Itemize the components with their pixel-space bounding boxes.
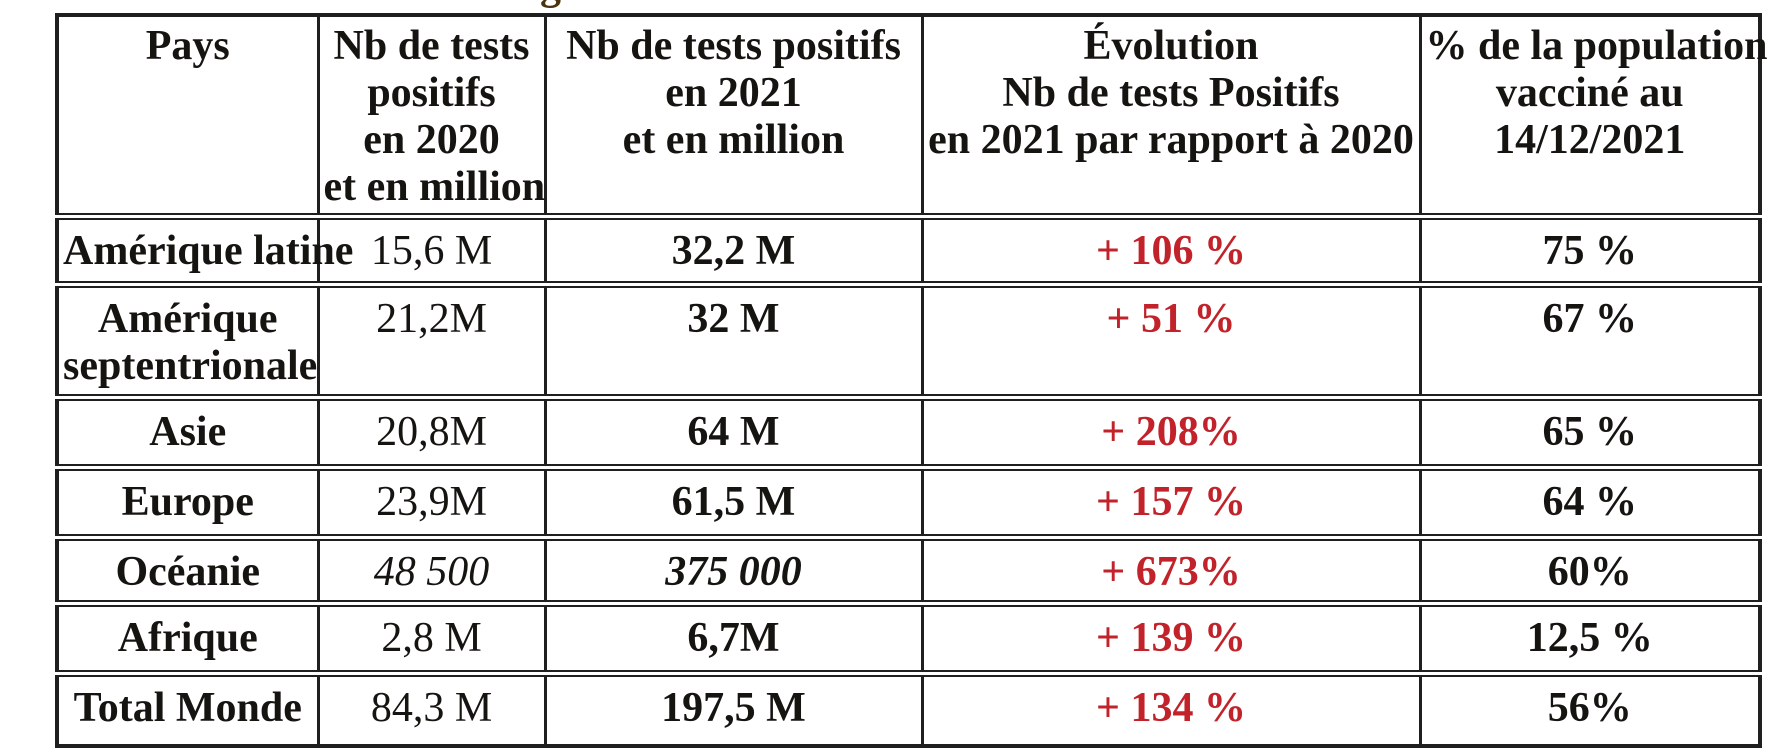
cell-tests-2020: 15,6 M <box>316 213 547 286</box>
covid-tests-table: Pays Nb de tests positifs en 2020 et en … <box>55 13 1767 748</box>
cell-pays: Amérique septentrionale <box>55 281 320 399</box>
cropped-title-fragment: g <box>536 0 580 13</box>
cell-tests-2020: 21,2M <box>316 281 547 399</box>
cell-tests-2021: 32,2 M <box>543 213 924 286</box>
cell-pays: Europe <box>55 464 320 539</box>
cell-evolution: + 673% <box>920 534 1422 605</box>
row-europe: Europe 23,9M 61,5 M + 157 % 64 % <box>55 464 1762 539</box>
header-pays: Pays <box>55 13 320 218</box>
row-asie: Asie 20,8M 64 M + 208% 65 % <box>55 394 1762 469</box>
cell-pays: Total Monde <box>55 670 320 747</box>
cell-tests-2021: 375 000 <box>543 534 924 605</box>
cell-pays: Amérique latine <box>55 213 353 286</box>
cell-tests-2021: 32 M <box>543 281 924 399</box>
row-total-monde: Total Monde 84,3 M 197,5 M + 134 % 56% <box>55 670 1762 747</box>
cell-pays: Asie <box>55 394 320 469</box>
cell-evolution: + 106 % <box>920 213 1422 286</box>
cell-pays: Océanie <box>55 534 320 605</box>
cell-tests-2020: 48 500 <box>316 534 547 605</box>
row-amerique-septentrionale: Amérique septentrionale 21,2M 32 M + 51 … <box>55 281 1762 399</box>
cell-evolution: + 139 % <box>920 600 1422 675</box>
cell-vaccination: 67 % <box>1418 281 1762 399</box>
cell-evolution: + 157 % <box>920 464 1422 539</box>
cropped-letter-g: g <box>540 0 561 10</box>
cell-vaccination: 12,5 % <box>1418 600 1762 675</box>
cell-tests-2020: 2,8 M <box>316 600 547 675</box>
row-oceanie: Océanie 48 500 375 000 + 673% 60% <box>55 534 1762 605</box>
table-body: Amérique latine 15,6 M 32,2 M + 106 % 75… <box>55 213 1762 747</box>
header-tests-2021: Nb de tests positifs en 2021 et en milli… <box>543 13 924 218</box>
cell-evolution: + 208% <box>920 394 1422 469</box>
cell-vaccination: 75 % <box>1418 213 1762 286</box>
cell-tests-2021: 64 M <box>543 394 924 469</box>
cell-tests-2021: 197,5 M <box>543 670 924 747</box>
cell-evolution: + 51 % <box>920 281 1422 399</box>
cell-tests-2020: 84,3 M <box>316 670 547 747</box>
header-evolution: Évolution Nb de tests Positifs en 2021 p… <box>920 13 1422 218</box>
table-header: Pays Nb de tests positifs en 2020 et en … <box>55 13 1767 218</box>
cell-tests-2021: 61,5 M <box>543 464 924 539</box>
header-vaccination: % de la population vacciné au 14/12/2021 <box>1418 13 1767 218</box>
header-tests-2020: Nb de tests positifs en 2020 et en milli… <box>316 13 547 218</box>
cell-vaccination: 56% <box>1418 670 1762 747</box>
cell-tests-2020: 20,8M <box>316 394 547 469</box>
row-afrique: Afrique 2,8 M 6,7M + 139 % 12,5 % <box>55 600 1762 675</box>
cell-pays: Afrique <box>55 600 320 675</box>
cell-vaccination: 64 % <box>1418 464 1762 539</box>
cell-evolution: + 134 % <box>920 670 1422 747</box>
header-row: Pays Nb de tests positifs en 2020 et en … <box>55 13 1767 218</box>
cell-vaccination: 60% <box>1418 534 1762 605</box>
row-amerique-latine: Amérique latine 15,6 M 32,2 M + 106 % 75… <box>55 213 1762 286</box>
cell-tests-2020: 23,9M <box>316 464 547 539</box>
cell-vaccination: 65 % <box>1418 394 1762 469</box>
cell-tests-2021: 6,7M <box>543 600 924 675</box>
